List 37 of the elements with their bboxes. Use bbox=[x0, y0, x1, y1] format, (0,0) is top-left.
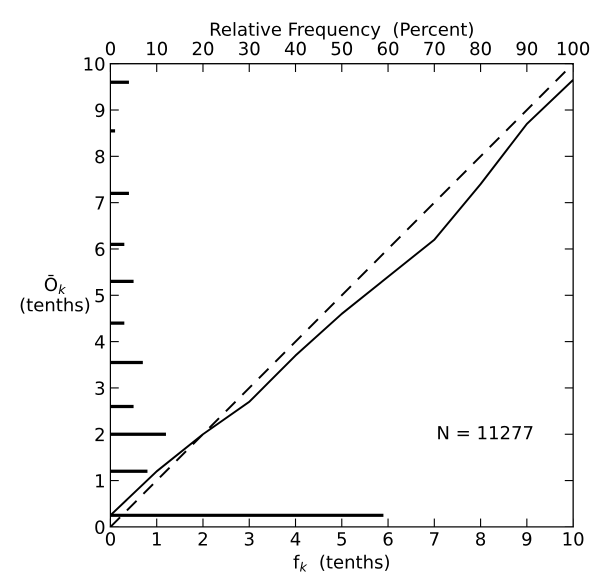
x-tick-label: 50 bbox=[332, 42, 352, 56]
y-tick-label: 5 bbox=[95, 288, 104, 302]
y-tick-label: 10 bbox=[84, 57, 104, 71]
x-tick-label: 10 bbox=[564, 532, 584, 546]
y-tick-label: 0 bbox=[95, 520, 104, 534]
x-tick-label: 20 bbox=[192, 42, 214, 56]
x-axis-title: Relative Frequency (Percent) bbox=[210, 22, 473, 40]
x-tick-label: 60 bbox=[378, 42, 398, 56]
x-tick-label: 0 bbox=[106, 532, 115, 546]
x-tick-label: 3 bbox=[244, 532, 254, 546]
x-axis-title: f$_{k}$ (tenths) bbox=[293, 554, 389, 572]
y-tick-label: 2 bbox=[95, 428, 104, 442]
y-axis-title: Ō$_{k}$ (tenths) bbox=[20, 274, 90, 314]
y-tick-label: 6 bbox=[95, 242, 104, 256]
annotation: N = 11277 bbox=[438, 426, 532, 440]
x-tick-label: 5 bbox=[337, 532, 346, 546]
x-tick-label: 80 bbox=[470, 42, 491, 56]
x-tick-label: 30 bbox=[239, 42, 260, 56]
y-tick-label: 3 bbox=[95, 381, 104, 396]
x-tick-label: 1 bbox=[152, 532, 161, 546]
x-tick-label: 9 bbox=[522, 532, 532, 546]
y-tick-label: 1 bbox=[96, 474, 104, 488]
x-tick-label: 10 bbox=[147, 42, 167, 56]
x-tick-label: 4 bbox=[290, 532, 300, 546]
x-tick-label: 90 bbox=[516, 42, 538, 56]
x-tick-label: 0 bbox=[106, 42, 115, 56]
x-tick-label: 6 bbox=[384, 532, 393, 546]
x-tick-label: 100 bbox=[558, 42, 590, 56]
x-tick-label: 40 bbox=[284, 42, 306, 56]
y-tick-label: 8 bbox=[95, 150, 104, 164]
x-tick-label: 70 bbox=[424, 42, 445, 56]
x-tick-label: 7 bbox=[430, 532, 439, 546]
y-tick-label: 9 bbox=[95, 103, 104, 118]
x-tick-label: 2 bbox=[198, 532, 207, 546]
y-tick-label: 7 bbox=[96, 196, 104, 210]
x-tick-label: 8 bbox=[476, 532, 486, 546]
y-tick-label: 4 bbox=[94, 335, 105, 348]
